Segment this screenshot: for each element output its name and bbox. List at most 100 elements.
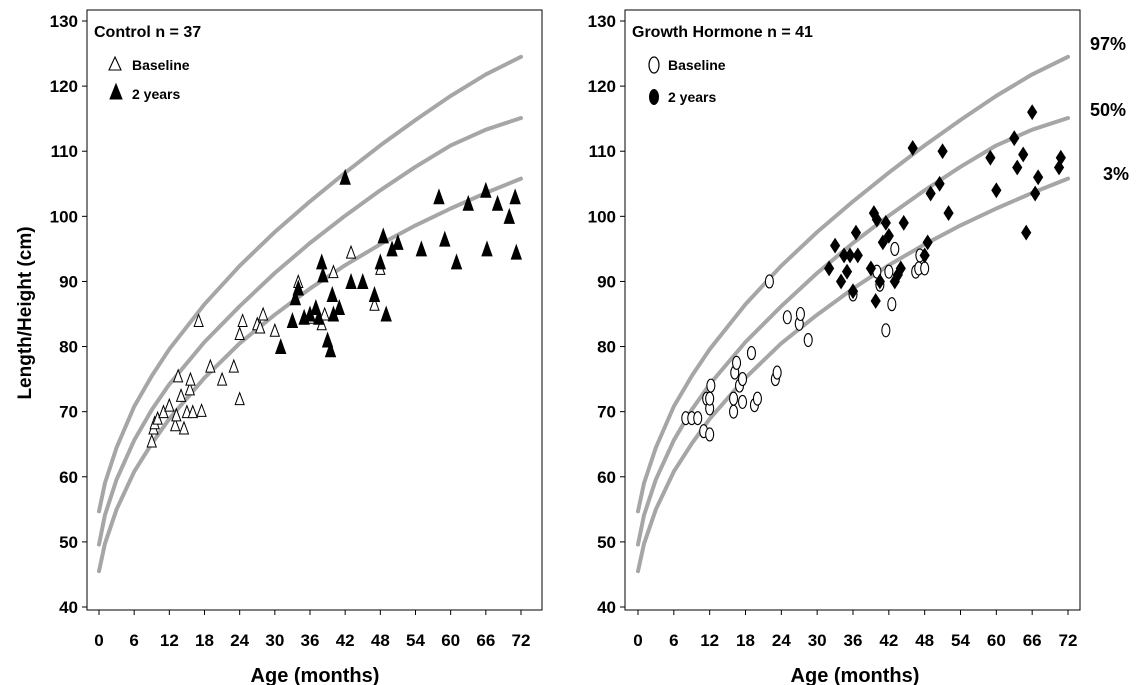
open-triangle-icon: [108, 55, 122, 71]
legend-item-baseline: Baseline: [648, 56, 726, 74]
legend-label-2-years: 2 years: [668, 89, 716, 105]
two-years-point: [380, 305, 392, 322]
baseline-point: [884, 264, 894, 279]
two-years-point: [907, 140, 918, 156]
reference-curve-97: [97, 54, 523, 514]
x-tick-label: 60: [987, 631, 1006, 650]
baseline-point: [193, 313, 204, 328]
two-years-point: [316, 253, 328, 270]
baseline-point: [746, 346, 757, 361]
two-years-point: [439, 230, 451, 247]
two-years-point: [374, 253, 387, 270]
y-tick-label: 100: [50, 207, 78, 226]
baseline-point: [234, 391, 245, 406]
x-tick-label: 30: [265, 631, 284, 650]
two-years-point: [991, 182, 1002, 199]
x-tick-label: 54: [951, 631, 970, 650]
y-tick-label: 50: [597, 533, 616, 552]
two-years-point: [850, 224, 862, 241]
two-years-point: [835, 273, 847, 290]
baseline-point: [890, 241, 900, 256]
baseline-point: [257, 306, 269, 321]
x-tick-label: 24: [772, 631, 791, 650]
two-years-point: [450, 253, 463, 270]
two-years-point: [462, 194, 474, 211]
x-tick-label: 72: [512, 631, 531, 650]
x-tick-label: 72: [1059, 631, 1078, 650]
x-tick-label: 12: [160, 631, 179, 650]
two-years-point: [841, 263, 853, 280]
x-tick-label: 6: [129, 631, 138, 650]
x-tick-label: 6: [669, 631, 678, 650]
two-years-point: [324, 341, 337, 358]
two-years-point: [877, 234, 888, 251]
baseline-point: [705, 391, 715, 406]
data-points: [681, 104, 1066, 442]
two-years-point: [289, 289, 302, 306]
two-years-point: [824, 260, 835, 277]
x-tick-label: 24: [230, 631, 249, 650]
reference-curve-3: [636, 176, 1070, 574]
two-years-point: [317, 266, 329, 283]
two-years-point: [313, 308, 325, 325]
filled-triangle-icon: [109, 82, 123, 100]
two-years-point: [333, 299, 346, 315]
x-tick-label: 48: [371, 631, 390, 650]
baseline-point: [731, 355, 742, 370]
two-years-point: [1027, 104, 1038, 121]
data-points: [146, 168, 523, 448]
legend: Baseline 2 years: [648, 56, 726, 105]
curve-labels: 97% 50% 3%: [1090, 34, 1129, 184]
legend-item-baseline: Baseline: [108, 55, 190, 73]
curve-label-97: 97%: [1090, 34, 1126, 54]
legend-item-2-years: 2 years: [649, 89, 716, 105]
curve-label-50: 50%: [1090, 100, 1126, 120]
y-tick-label: 60: [597, 468, 616, 487]
two-years-point: [433, 188, 445, 205]
baseline-point: [319, 306, 330, 321]
filled-diamond-icon: [649, 89, 659, 105]
two-years-point: [874, 273, 885, 290]
baseline-point: [158, 404, 169, 419]
baseline-point: [175, 387, 187, 402]
baseline-point: [152, 410, 163, 425]
baseline-point: [164, 397, 175, 412]
baseline-point: [146, 433, 157, 448]
two-years-point: [1033, 169, 1044, 186]
two-years-point: [292, 279, 304, 296]
baseline-point: [881, 323, 891, 338]
baseline-point: [345, 244, 357, 259]
baseline-point: [737, 372, 748, 387]
baseline-point: [737, 394, 748, 409]
baseline-point: [216, 371, 228, 386]
baseline-point: [228, 358, 240, 373]
two-years-point: [829, 237, 841, 254]
two-years-point: [286, 312, 299, 329]
two-years-point: [852, 247, 863, 264]
y-tick-label: 70: [59, 403, 78, 422]
baseline-point: [729, 391, 739, 406]
baseline-point: [184, 381, 196, 396]
x-tick-label: 18: [736, 631, 755, 650]
baseline-point: [705, 427, 715, 442]
legend-item-2-years: 2 years: [109, 82, 180, 102]
two-years-point: [934, 175, 945, 192]
two-years-point: [491, 194, 504, 211]
two-years-point: [345, 272, 357, 289]
two-years-point: [510, 243, 523, 260]
two-years-point: [883, 227, 894, 244]
y-tick-label: 130: [588, 12, 616, 31]
two-years-point: [895, 260, 906, 277]
two-years-point: [480, 181, 492, 198]
two-years-point: [377, 227, 389, 244]
two-years-point: [415, 240, 428, 257]
y-tick-label: 40: [597, 598, 616, 617]
two-years-point: [392, 233, 404, 250]
two-years-point: [925, 185, 936, 202]
baseline-point: [887, 297, 897, 312]
control-chart-panel: Control n = 37 Length/Height (cm) Age (m…: [15, 9, 543, 685]
y-tick-label: 60: [59, 468, 78, 487]
y-tick-label: 40: [59, 598, 78, 617]
reference-curve-50: [97, 116, 523, 547]
two-years-point: [274, 338, 287, 355]
